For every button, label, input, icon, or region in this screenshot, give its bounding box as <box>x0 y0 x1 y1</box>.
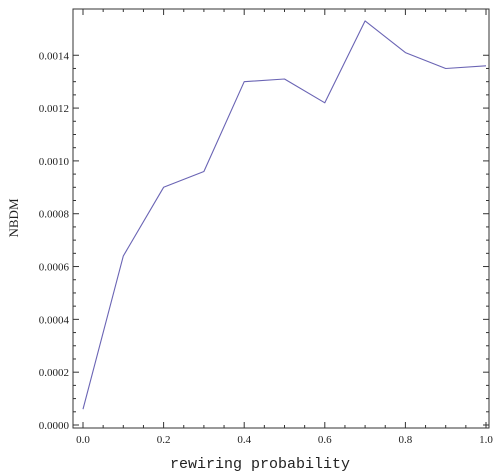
x-tick-label: 0.6 <box>318 434 332 446</box>
y-tick-label: 0.0006 <box>39 262 70 274</box>
y-tick-label: 0.0004 <box>39 314 70 326</box>
y-axis-title: NBDM <box>6 198 21 237</box>
x-axis-ticks: 0.0 0.2 0.4 0.6 0.8 1.0 <box>76 9 493 446</box>
plot-frame <box>72 8 490 429</box>
x-axis-title: rewiring probability <box>170 456 350 473</box>
y-tick-label: 0.0002 <box>39 367 69 379</box>
x-tick-label: 1.0 <box>479 434 493 446</box>
y-tick-label: 0.0000 <box>39 420 70 432</box>
x-tick-label: 0.8 <box>399 434 413 446</box>
y-tick-label: 0.0012 <box>39 103 69 115</box>
y-tick-label: 0.0014 <box>39 50 70 62</box>
y-tick-label: 0.0010 <box>39 156 70 168</box>
y-tick-label: 0.0008 <box>39 209 70 221</box>
y-axis-ticks: 0.0000 0.0002 0.0004 0.0006 0.0008 0.0010 0.00… <box>39 50 489 432</box>
x-tick-label: 0.0 <box>76 434 90 446</box>
x-tick-label: 0.4 <box>237 434 251 446</box>
series-line <box>82 20 487 410</box>
x-tick-label: 0.2 <box>157 434 171 446</box>
